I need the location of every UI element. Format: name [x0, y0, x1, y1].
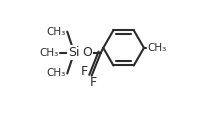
Text: F: F — [81, 65, 88, 78]
Text: CH₃: CH₃ — [47, 68, 66, 78]
Text: O: O — [82, 46, 92, 59]
Text: CH₃: CH₃ — [40, 47, 59, 57]
Text: Si: Si — [68, 46, 80, 59]
Text: F: F — [90, 76, 97, 89]
Text: CH₃: CH₃ — [47, 27, 66, 37]
Text: CH₃: CH₃ — [148, 43, 167, 53]
